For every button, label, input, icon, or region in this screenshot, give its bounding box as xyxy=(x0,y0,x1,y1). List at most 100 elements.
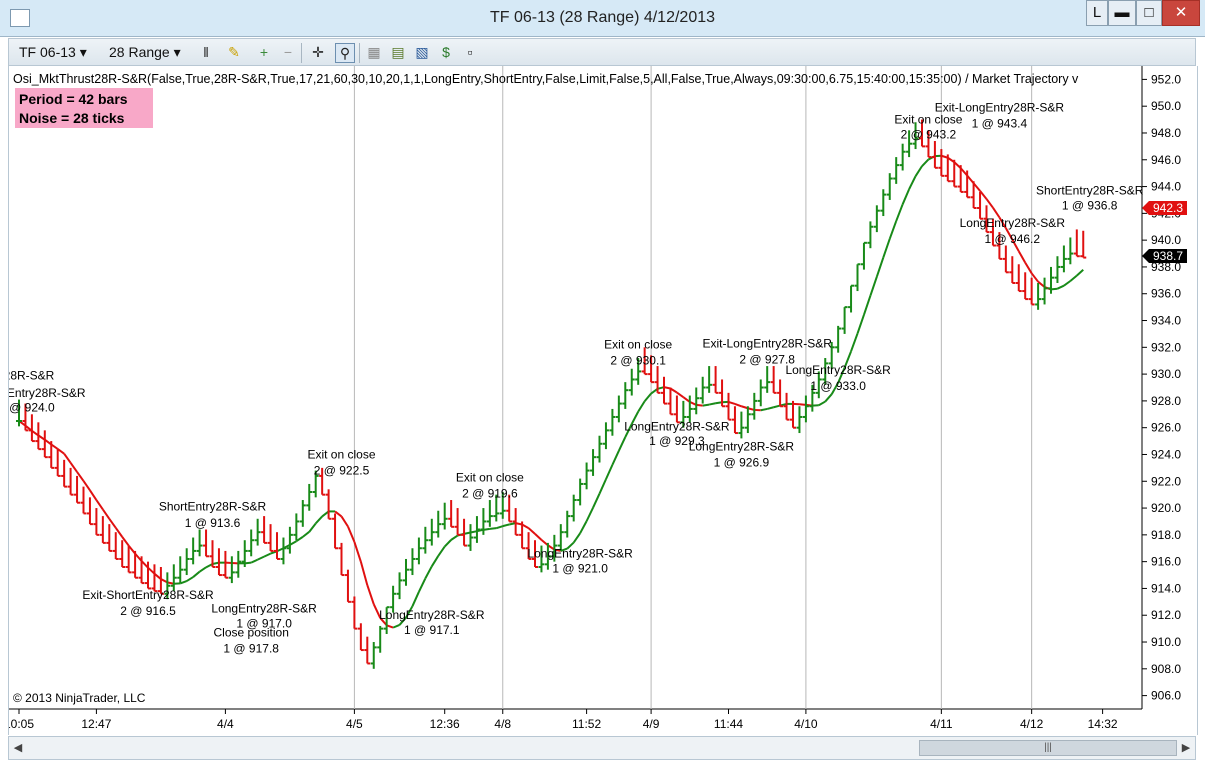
scroll-right-icon[interactable]: ▶ xyxy=(1181,742,1191,754)
price-bar xyxy=(635,358,642,385)
trajectory-segment xyxy=(121,536,130,547)
trajectory-segment xyxy=(850,333,859,352)
trajectory-segment xyxy=(682,396,691,403)
price-bar xyxy=(770,366,777,394)
last-price-marker: 938.7 xyxy=(1142,249,1187,263)
trajectory-segment xyxy=(411,591,420,607)
scroll-thumb[interactable]: ||| xyxy=(919,740,1177,756)
trade-label: LongEntry28R-S&R xyxy=(624,419,730,433)
price-bar xyxy=(544,542,551,570)
trajectory-segment xyxy=(708,402,716,406)
trajectory-segment xyxy=(57,448,65,455)
draw-pencil-icon[interactable]: ✎ xyxy=(228,44,240,60)
x-tick-label: 4/8 xyxy=(494,717,511,731)
price-bar xyxy=(873,205,880,233)
interval-selector[interactable]: 28 Range ▾ xyxy=(109,44,181,61)
price-bar xyxy=(757,379,764,407)
trajectory-segment xyxy=(140,560,149,569)
crosshair-icon[interactable]: ✛ xyxy=(312,44,324,60)
data-box-icon[interactable]: ▫ xyxy=(467,44,473,60)
price-bar xyxy=(622,382,629,409)
trajectory-segment xyxy=(959,167,968,177)
trajectory-segment xyxy=(888,220,898,240)
price-bar xyxy=(286,526,293,554)
magnifier-icon[interactable]: ⚲ xyxy=(335,43,355,63)
price-bar xyxy=(41,430,48,459)
trade-label: 1 @ 917.8 xyxy=(223,642,279,656)
price-bar xyxy=(931,141,938,169)
indicators-icon[interactable]: ▤ xyxy=(391,44,405,60)
price-bar xyxy=(860,241,867,270)
close-icon[interactable]: ✕ xyxy=(1162,0,1200,26)
trajectory-segment xyxy=(760,407,768,412)
price-bar xyxy=(841,306,848,334)
trajectory-segment xyxy=(560,547,568,552)
trajectory-segment xyxy=(941,154,949,159)
trajectory-segment xyxy=(437,546,446,557)
bar-type-icon[interactable]: ‖ xyxy=(203,44,209,60)
trajectory-segment xyxy=(676,391,684,399)
horizontal-scrollbar[interactable]: ◀ ||| ▶ xyxy=(8,736,1196,760)
maximize-icon[interactable]: □ xyxy=(1136,0,1162,26)
price-bar xyxy=(699,376,706,404)
trade-label: 1 @ 946.2 xyxy=(985,232,1041,246)
trajectory-segment xyxy=(114,527,124,538)
trade-label: ntry28R-S&R xyxy=(9,368,55,382)
scroll-left-icon[interactable]: ◀ xyxy=(13,742,23,754)
minimize-icon[interactable]: ▬ xyxy=(1108,0,1136,26)
trajectory-segment xyxy=(483,527,491,531)
trajectory-segment xyxy=(527,527,536,535)
price-bar xyxy=(441,502,448,530)
price-bar xyxy=(777,379,784,408)
restore-button[interactable]: L xyxy=(1086,0,1108,26)
price-bar xyxy=(615,395,622,423)
price-bar xyxy=(919,119,925,148)
trajectory-segment xyxy=(199,566,207,573)
y-tick-label: 930.0 xyxy=(1151,367,1181,381)
price-bar xyxy=(48,441,55,469)
trajectory-segment xyxy=(263,552,271,558)
trajectory-segment xyxy=(508,522,516,526)
trajectory-segment xyxy=(69,462,78,473)
price-chart[interactable]: ntry28R-S&RShortEntry28R-S&R@ 924.0Exit-… xyxy=(0,66,1198,735)
strategies-icon[interactable]: ▧ xyxy=(415,44,429,60)
trade-label: Exit on close xyxy=(456,470,524,484)
trade-label: Exit-ShortEntry28R-S&R xyxy=(82,588,214,602)
price-bar xyxy=(848,284,855,313)
zoom-in-icon[interactable]: + xyxy=(259,44,269,60)
price-bar xyxy=(170,564,177,592)
trade-label: Exit on close xyxy=(307,447,375,461)
trajectory-segment xyxy=(540,539,549,547)
window-title: TF 06-13 (28 Range) 4/12/2013 xyxy=(489,9,716,26)
trajectory-segment xyxy=(585,507,594,522)
price-bar xyxy=(738,411,745,439)
price-bar xyxy=(686,395,693,423)
y-tick-label: 916.0 xyxy=(1151,555,1181,569)
trajectory-segment xyxy=(617,436,627,452)
y-tick-label: 924.0 xyxy=(1151,447,1181,461)
dollar-icon[interactable]: $ xyxy=(442,44,450,60)
price-bar xyxy=(790,400,796,429)
price-bar xyxy=(802,395,809,423)
price-bar xyxy=(1022,272,1029,301)
trade-label: LongEntry28R-S&R xyxy=(379,608,485,622)
zoom-out-icon[interactable]: − xyxy=(283,44,293,60)
price-bar xyxy=(151,564,158,593)
trajectory-segment xyxy=(741,405,749,410)
x-tick-label: 4/5 xyxy=(346,717,363,731)
trajectory-segment xyxy=(875,257,885,277)
instrument-selector[interactable]: TF 06-13 ▾ xyxy=(19,44,87,61)
trajectory-segment xyxy=(31,429,39,437)
trajectory-segment xyxy=(192,570,201,578)
trajectory-segment xyxy=(257,555,265,561)
trajectory-segment xyxy=(882,238,891,258)
x-tick-label: 4/11 xyxy=(930,717,953,731)
chart-properties-icon[interactable]: ▦ xyxy=(367,44,381,60)
price-bar xyxy=(512,508,519,536)
trade-label: Exit on close xyxy=(604,338,672,352)
price-bar xyxy=(132,550,139,579)
price-bar xyxy=(61,459,68,488)
trajectory-segment xyxy=(895,203,904,222)
trajectory-segment xyxy=(314,515,323,525)
info-box xyxy=(15,88,153,128)
